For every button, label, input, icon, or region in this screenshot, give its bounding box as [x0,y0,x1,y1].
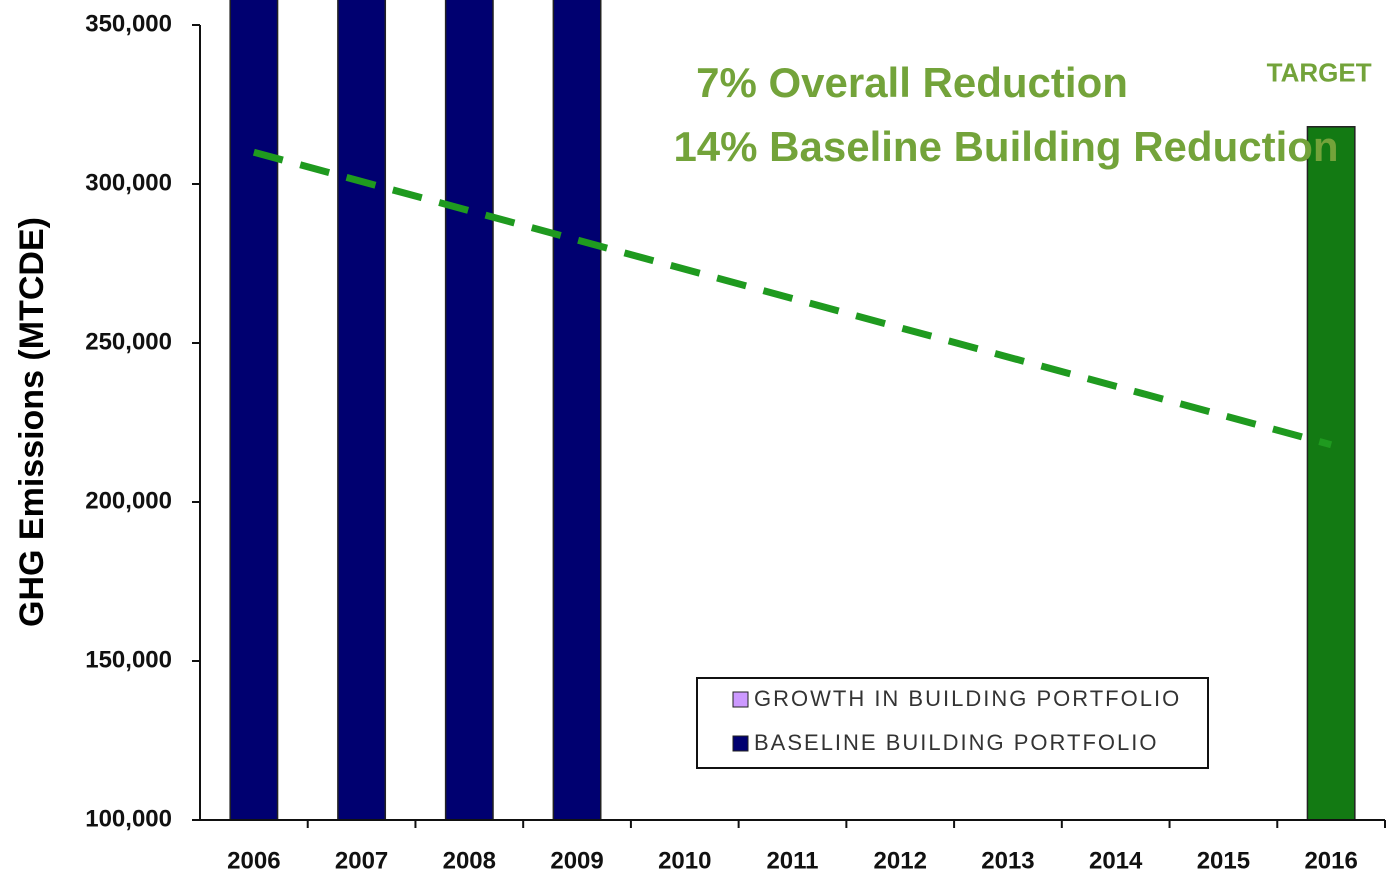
y-tick-label: 200,000 [85,487,172,514]
bar [444,0,494,821]
y-tick-label: 250,000 [85,328,172,355]
annotation: 7% Overall Reduction [696,59,1128,106]
y-tick-label: 150,000 [85,646,172,673]
x-tick-label: 2012 [874,847,927,874]
x-tick-label: 2006 [227,847,280,874]
bar [229,0,279,821]
x-tick-label: 2016 [1304,847,1357,874]
legend-box [696,677,1209,769]
bar [552,0,602,821]
y-tick-label: 350,000 [85,10,172,37]
annotation: 14% Baseline Building Reduction [673,123,1338,170]
legend-label: BASELINE BUILDING PORTFOLIO [754,730,1158,755]
y-tick-label: 100,000 [85,805,172,832]
y-axis-label: GHG Emissions (MTCDE) [13,217,51,627]
x-tick-label: 2011 [766,847,818,874]
y-tick-label: 300,000 [85,169,172,196]
bar [337,0,387,821]
x-tick-label: 2010 [658,847,711,874]
x-tick-label: 2009 [550,847,603,874]
x-tick-label: 2015 [1197,847,1250,874]
trend-line [252,148,1333,449]
x-tick-label: 2008 [443,847,496,874]
bar-label: TARGET [1267,58,1372,88]
legend-label: GROWTH IN BUILDING PORTFOLIO [754,686,1181,711]
legend-swatch [732,691,749,708]
legend-swatch [732,735,749,752]
x-tick-label: 2014 [1089,847,1143,874]
x-tick-label: 2007 [335,847,388,874]
x-tick-label: 2013 [981,847,1034,874]
bar [1306,126,1356,821]
